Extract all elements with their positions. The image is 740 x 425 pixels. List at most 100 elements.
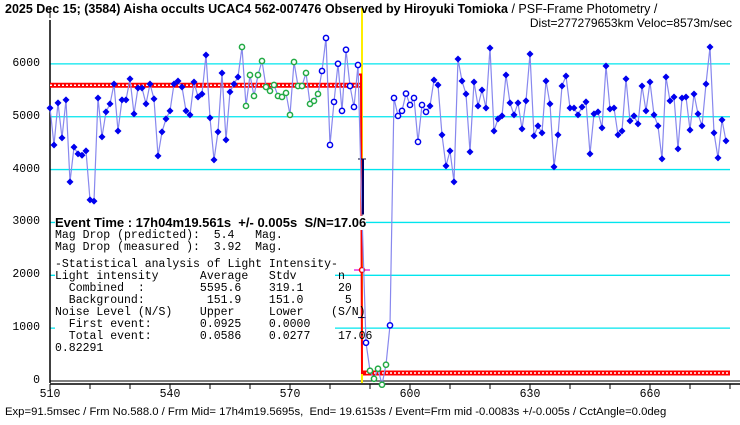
data-point-green	[246, 71, 254, 79]
data-point-filled	[198, 90, 206, 98]
data-point-filled	[186, 111, 194, 119]
data-point-filled	[598, 124, 606, 132]
data-point-filled	[626, 117, 634, 125]
data-point-open	[394, 112, 402, 120]
data-point-filled	[214, 128, 222, 136]
data-point-open	[342, 46, 350, 54]
data-point-filled	[234, 73, 242, 81]
stat-title: -Statistical analysis of Light Intensity…	[55, 258, 338, 271]
data-point-green	[262, 83, 270, 91]
total-event-row: Total event: 0.0586 0.0277 17.06	[55, 330, 373, 343]
data-point-filled	[46, 104, 54, 112]
data-point-filled	[426, 102, 434, 110]
data-point-open	[346, 82, 354, 90]
data-point-filled	[566, 104, 574, 112]
data-point-filled	[126, 75, 134, 83]
data-point-filled	[194, 93, 202, 101]
data-point-open	[350, 103, 358, 111]
data-point-filled	[430, 76, 438, 84]
data-point-filled	[206, 114, 214, 122]
data-point-filled	[158, 128, 166, 136]
data-point-filled	[446, 147, 454, 155]
data-point-filled	[670, 93, 678, 101]
data-point-filled	[466, 148, 474, 156]
data-point-filled	[526, 50, 534, 58]
data-point-filled	[162, 115, 170, 123]
y-tick-label: 6000	[12, 56, 40, 70]
data-point-filled	[530, 132, 538, 140]
data-point-filled	[642, 107, 650, 115]
data-point-open	[362, 339, 370, 347]
data-point-filled	[546, 100, 554, 108]
data-point-filled	[222, 136, 230, 144]
data-point-open	[338, 107, 346, 115]
data-point-green	[242, 102, 250, 110]
data-point-filled	[702, 80, 710, 88]
y-tick-label: 2000	[12, 268, 40, 282]
data-point-green	[266, 87, 274, 95]
data-point-filled	[634, 120, 642, 128]
data-point-filled	[518, 125, 526, 133]
data-point-filled	[578, 103, 586, 111]
data-point-green	[282, 89, 290, 97]
data-point-filled	[570, 104, 578, 112]
data-point-filled	[462, 90, 470, 98]
data-point-filled	[154, 152, 162, 160]
first-event-row: First event: 0.0925 0.0000	[55, 318, 311, 331]
data-point-filled	[478, 86, 486, 94]
analysis-text-box: Event Time : 17h04m19.561s +/- 0.005s S/…	[55, 216, 372, 368]
data-point-open	[386, 321, 394, 329]
data-point-filled	[458, 77, 466, 85]
data-point-filled	[118, 96, 126, 104]
data-point-filled	[134, 84, 142, 92]
chart-title: 2025 Dec 15; (3584) Aisha occults UCAC4 …	[5, 2, 657, 16]
extra-value: 0.82291	[55, 342, 104, 355]
data-point-filled	[226, 88, 234, 96]
data-point-filled	[70, 143, 78, 151]
data-point-green	[374, 365, 382, 373]
data-point-green	[270, 81, 278, 89]
data-point-filled	[558, 82, 566, 90]
data-point-open	[330, 98, 338, 106]
data-point-filled	[106, 100, 114, 108]
data-point-filled	[182, 107, 190, 115]
data-point-filled	[230, 80, 238, 88]
data-point-filled	[178, 83, 186, 91]
data-point-green	[258, 57, 266, 65]
data-point-filled	[122, 96, 130, 104]
data-point-green	[382, 361, 390, 369]
data-point-filled	[694, 110, 702, 118]
title-suffix: / PSF-Frame Photometry /	[508, 2, 658, 16]
data-point-green	[302, 69, 310, 77]
y-tick-label: 4000	[12, 162, 40, 176]
data-point-filled	[682, 93, 690, 101]
data-point-filled	[130, 110, 138, 118]
data-point-open	[398, 107, 406, 115]
data-point-filled	[218, 69, 226, 77]
data-point-open	[322, 34, 330, 42]
data-point-filled	[690, 90, 698, 98]
data-point-filled	[662, 73, 670, 81]
x-tick-label: 630	[519, 388, 541, 401]
data-point-filled	[658, 155, 666, 163]
x-tick-label: 570	[279, 388, 301, 401]
data-point-filled	[554, 131, 562, 139]
y-tick-label: 1000	[12, 321, 40, 335]
title-main: 2025 Dec 15; (3584) Aisha occults UCAC4 …	[5, 2, 509, 16]
data-point-filled	[718, 116, 726, 124]
data-point-filled	[514, 99, 522, 107]
mag-drop-measured: Mag Drop (measured ): 3.92 Mag.	[55, 241, 283, 254]
data-point-filled	[502, 71, 510, 79]
data-point-filled	[146, 80, 154, 88]
data-point-filled	[450, 178, 458, 186]
data-point-green	[286, 111, 294, 119]
data-point-green	[278, 93, 286, 101]
data-point-filled	[574, 111, 582, 119]
y-tick-label: 0	[33, 374, 40, 387]
data-point-filled	[82, 147, 90, 155]
light-intensity-header: Light intensity Average Stdv n	[55, 270, 345, 283]
data-point-filled	[498, 112, 506, 120]
footer-info: Exp=91.5msec / Frm No.588.0 / Frm Mid= 1…	[5, 406, 667, 418]
data-point-filled	[474, 102, 482, 110]
x-tick-label: 540	[159, 388, 181, 401]
